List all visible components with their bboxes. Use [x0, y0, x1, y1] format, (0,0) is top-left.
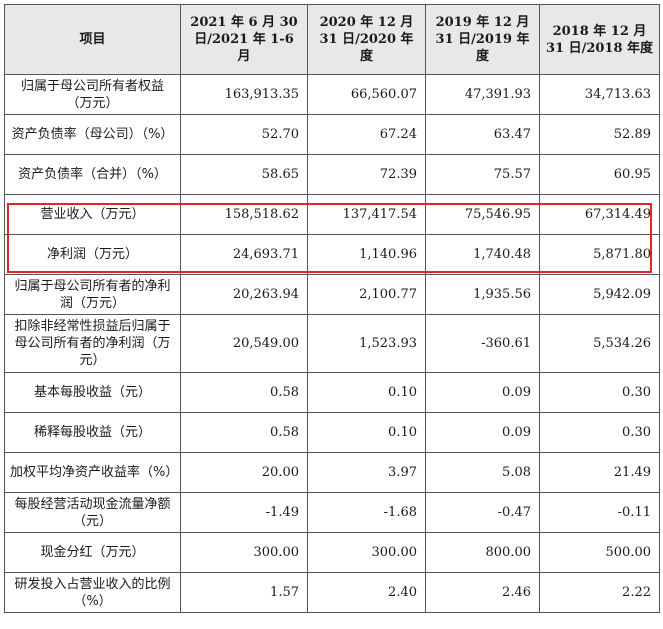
header-item: 项目: [4, 4, 181, 75]
row-label: 资产负债率（合并）（%）: [4, 154, 181, 195]
financial-data-table: 项目 2021 年 6 月 30 日/2021 年 1-6 月 2020 年 1…: [4, 4, 660, 613]
cell-value: 2,100.77: [307, 274, 426, 315]
table-row: 现金分红（万元） 300.00 300.00 800.00 500.00: [4, 532, 660, 573]
cell-value: 52.89: [539, 114, 660, 155]
cell-value: 72.39: [307, 154, 426, 195]
row-label: 每股经营活动现金流量净额（元）: [4, 492, 181, 533]
cell-value: 2.22: [539, 572, 660, 613]
table-row: 加权平均净资产收益率（%） 20.00 3.97 5.08 21.49: [4, 452, 660, 493]
cell-value: 1,523.93: [307, 314, 426, 373]
cell-value: 0.58: [180, 372, 308, 413]
cell-value: 5,871.80: [539, 234, 660, 275]
row-label: 基本每股收益（元）: [4, 372, 181, 413]
cell-value: 34,713.63: [539, 74, 660, 115]
cell-value: 0.09: [425, 372, 540, 413]
cell-value: 24,693.71: [180, 234, 308, 275]
cell-value: 20,549.00: [180, 314, 308, 373]
cell-value: 52.70: [180, 114, 308, 155]
cell-value: -1.49: [180, 492, 308, 533]
cell-value: 0.58: [180, 412, 308, 453]
table-row: 归属于母公司所有者权益（万元） 163,913.35 66,560.07 47,…: [4, 74, 660, 115]
row-label: 资产负债率（母公司）（%）: [4, 114, 181, 155]
cell-value: 21.49: [539, 452, 660, 493]
row-label: 稀释每股收益（元）: [4, 412, 181, 453]
cell-value: 500.00: [539, 532, 660, 573]
row-label: 研发投入占营业收入的比例（%）: [4, 572, 181, 613]
table-row: 基本每股收益（元） 0.58 0.10 0.09 0.30: [4, 372, 660, 413]
cell-value: 20.00: [180, 452, 308, 493]
cell-value: -0.11: [539, 492, 660, 533]
header-2019: 2019 年 12 月 31 日/2019 年度: [425, 4, 540, 75]
table-row: 扣除非经常性损益后归属于母公司所有者的净利润（万元） 20,549.00 1,5…: [4, 314, 660, 373]
header-2021-h1: 2021 年 6 月 30 日/2021 年 1-6 月: [180, 4, 308, 75]
cell-value: 63.47: [425, 114, 540, 155]
cell-value: 5,942.09: [539, 274, 660, 315]
row-label: 净利润（万元）: [4, 234, 181, 275]
cell-value: 800.00: [425, 532, 540, 573]
cell-value: 137,417.54: [307, 194, 426, 235]
table-row: 资产负债率（合并）（%） 58.65 72.39 75.57 60.95: [4, 154, 660, 195]
cell-value: 20,263.94: [180, 274, 308, 315]
cell-value: 1,740.48: [425, 234, 540, 275]
cell-value: 0.30: [539, 412, 660, 453]
table-row: 每股经营活动现金流量净额（元） -1.49 -1.68 -0.47 -0.11: [4, 492, 660, 533]
table-row: 净利润（万元） 24,693.71 1,140.96 1,740.48 5,87…: [4, 234, 660, 275]
cell-value: 60.95: [539, 154, 660, 195]
cell-value: 67.24: [307, 114, 426, 155]
cell-value: 5.08: [425, 452, 540, 493]
cell-value: 2.40: [307, 572, 426, 613]
table-row: 资产负债率（母公司）（%） 52.70 67.24 63.47 52.89: [4, 114, 660, 155]
table-row: 营业收入（万元） 158,518.62 137,417.54 75,546.95…: [4, 194, 660, 235]
cell-value: 66,560.07: [307, 74, 426, 115]
table-row: 研发投入占营业收入的比例（%） 1.57 2.40 2.46 2.22: [4, 572, 660, 613]
cell-value: 3.97: [307, 452, 426, 493]
header-2020: 2020 年 12 月 31 日/2020 年度: [307, 4, 426, 75]
row-label: 扣除非经常性损益后归属于母公司所有者的净利润（万元）: [4, 314, 181, 373]
cell-value: 0.10: [307, 412, 426, 453]
cell-value: 1,935.56: [425, 274, 540, 315]
cell-value: 300.00: [307, 532, 426, 573]
cell-value: 75,546.95: [425, 194, 540, 235]
table-row: 归属于母公司所有者的净利润（万元） 20,263.94 2,100.77 1,9…: [4, 274, 660, 315]
cell-value: 0.30: [539, 372, 660, 413]
cell-value: 5,534.26: [539, 314, 660, 373]
cell-value: 67,314.49: [539, 194, 660, 235]
cell-value: 2.46: [425, 572, 540, 613]
cell-value: 58.65: [180, 154, 308, 195]
cell-value: 0.10: [307, 372, 426, 413]
cell-value: 75.57: [425, 154, 540, 195]
cell-value: -360.61: [425, 314, 540, 373]
cell-value: 158,518.62: [180, 194, 308, 235]
cell-value: 0.09: [425, 412, 540, 453]
cell-value: -1.68: [307, 492, 426, 533]
row-label: 归属于母公司所有者的净利润（万元）: [4, 274, 181, 315]
cell-value: 163,913.35: [180, 74, 308, 115]
cell-value: 1.57: [180, 572, 308, 613]
cell-value: -0.47: [425, 492, 540, 533]
cell-value: 1,140.96: [307, 234, 426, 275]
row-label: 营业收入（万元）: [4, 194, 181, 235]
row-label: 现金分红（万元）: [4, 532, 181, 573]
cell-value: 47,391.93: [425, 74, 540, 115]
table-header-row: 项目 2021 年 6 月 30 日/2021 年 1-6 月 2020 年 1…: [4, 4, 660, 75]
row-label: 加权平均净资产收益率（%）: [4, 452, 181, 493]
cell-value: 300.00: [180, 532, 308, 573]
header-2018: 2018 年 12 月 31 日/2018 年度: [539, 4, 660, 75]
row-label: 归属于母公司所有者权益（万元）: [4, 74, 181, 115]
table-row: 稀释每股收益（元） 0.58 0.10 0.09 0.30: [4, 412, 660, 453]
